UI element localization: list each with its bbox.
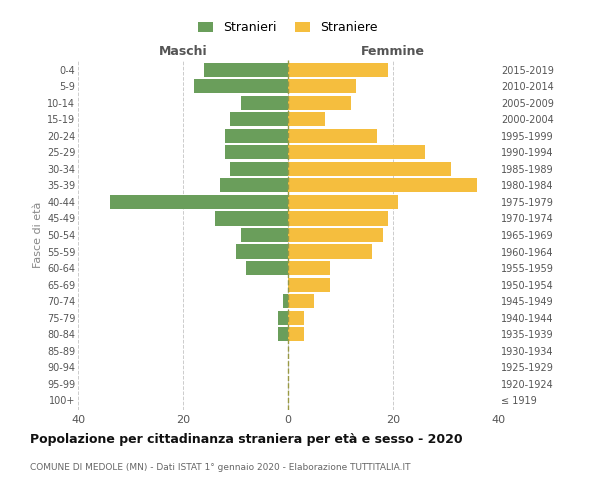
- Bar: [288, 278, 330, 291]
- Bar: [288, 80, 356, 94]
- Bar: [246, 261, 288, 275]
- Bar: [235, 244, 288, 258]
- Bar: [288, 96, 351, 110]
- Bar: [288, 195, 398, 209]
- Text: Maschi: Maschi: [158, 46, 208, 59]
- Bar: [288, 327, 304, 341]
- Bar: [288, 146, 425, 160]
- Bar: [241, 228, 288, 242]
- Bar: [288, 129, 377, 143]
- Bar: [288, 310, 304, 324]
- Bar: [225, 146, 288, 160]
- Bar: [288, 178, 477, 192]
- Bar: [230, 112, 288, 126]
- Bar: [220, 178, 288, 192]
- Bar: [215, 212, 288, 226]
- Y-axis label: Fasce di età: Fasce di età: [32, 202, 43, 268]
- Bar: [288, 212, 388, 226]
- Bar: [288, 261, 330, 275]
- Bar: [277, 310, 288, 324]
- Bar: [283, 294, 288, 308]
- Legend: Stranieri, Straniere: Stranieri, Straniere: [198, 21, 378, 34]
- Bar: [225, 129, 288, 143]
- Bar: [288, 294, 314, 308]
- Text: Femmine: Femmine: [361, 46, 425, 59]
- Bar: [204, 63, 288, 77]
- Text: Popolazione per cittadinanza straniera per età e sesso - 2020: Popolazione per cittadinanza straniera p…: [30, 432, 463, 446]
- Bar: [241, 96, 288, 110]
- Bar: [288, 63, 388, 77]
- Text: COMUNE DI MEDOLE (MN) - Dati ISTAT 1° gennaio 2020 - Elaborazione TUTTITALIA.IT: COMUNE DI MEDOLE (MN) - Dati ISTAT 1° ge…: [30, 462, 410, 471]
- Bar: [277, 327, 288, 341]
- Bar: [193, 80, 288, 94]
- Bar: [288, 244, 372, 258]
- Bar: [230, 162, 288, 176]
- Bar: [288, 162, 451, 176]
- Bar: [109, 195, 288, 209]
- Bar: [288, 228, 383, 242]
- Bar: [288, 112, 325, 126]
